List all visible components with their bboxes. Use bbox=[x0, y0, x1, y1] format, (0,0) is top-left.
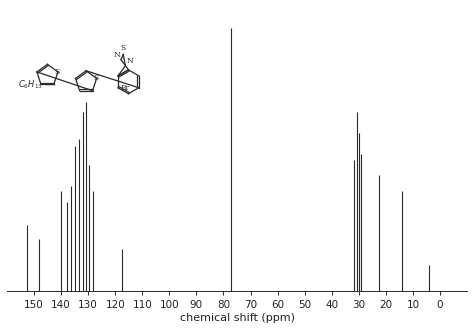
X-axis label: chemical shift (ppm): chemical shift (ppm) bbox=[180, 313, 294, 323]
